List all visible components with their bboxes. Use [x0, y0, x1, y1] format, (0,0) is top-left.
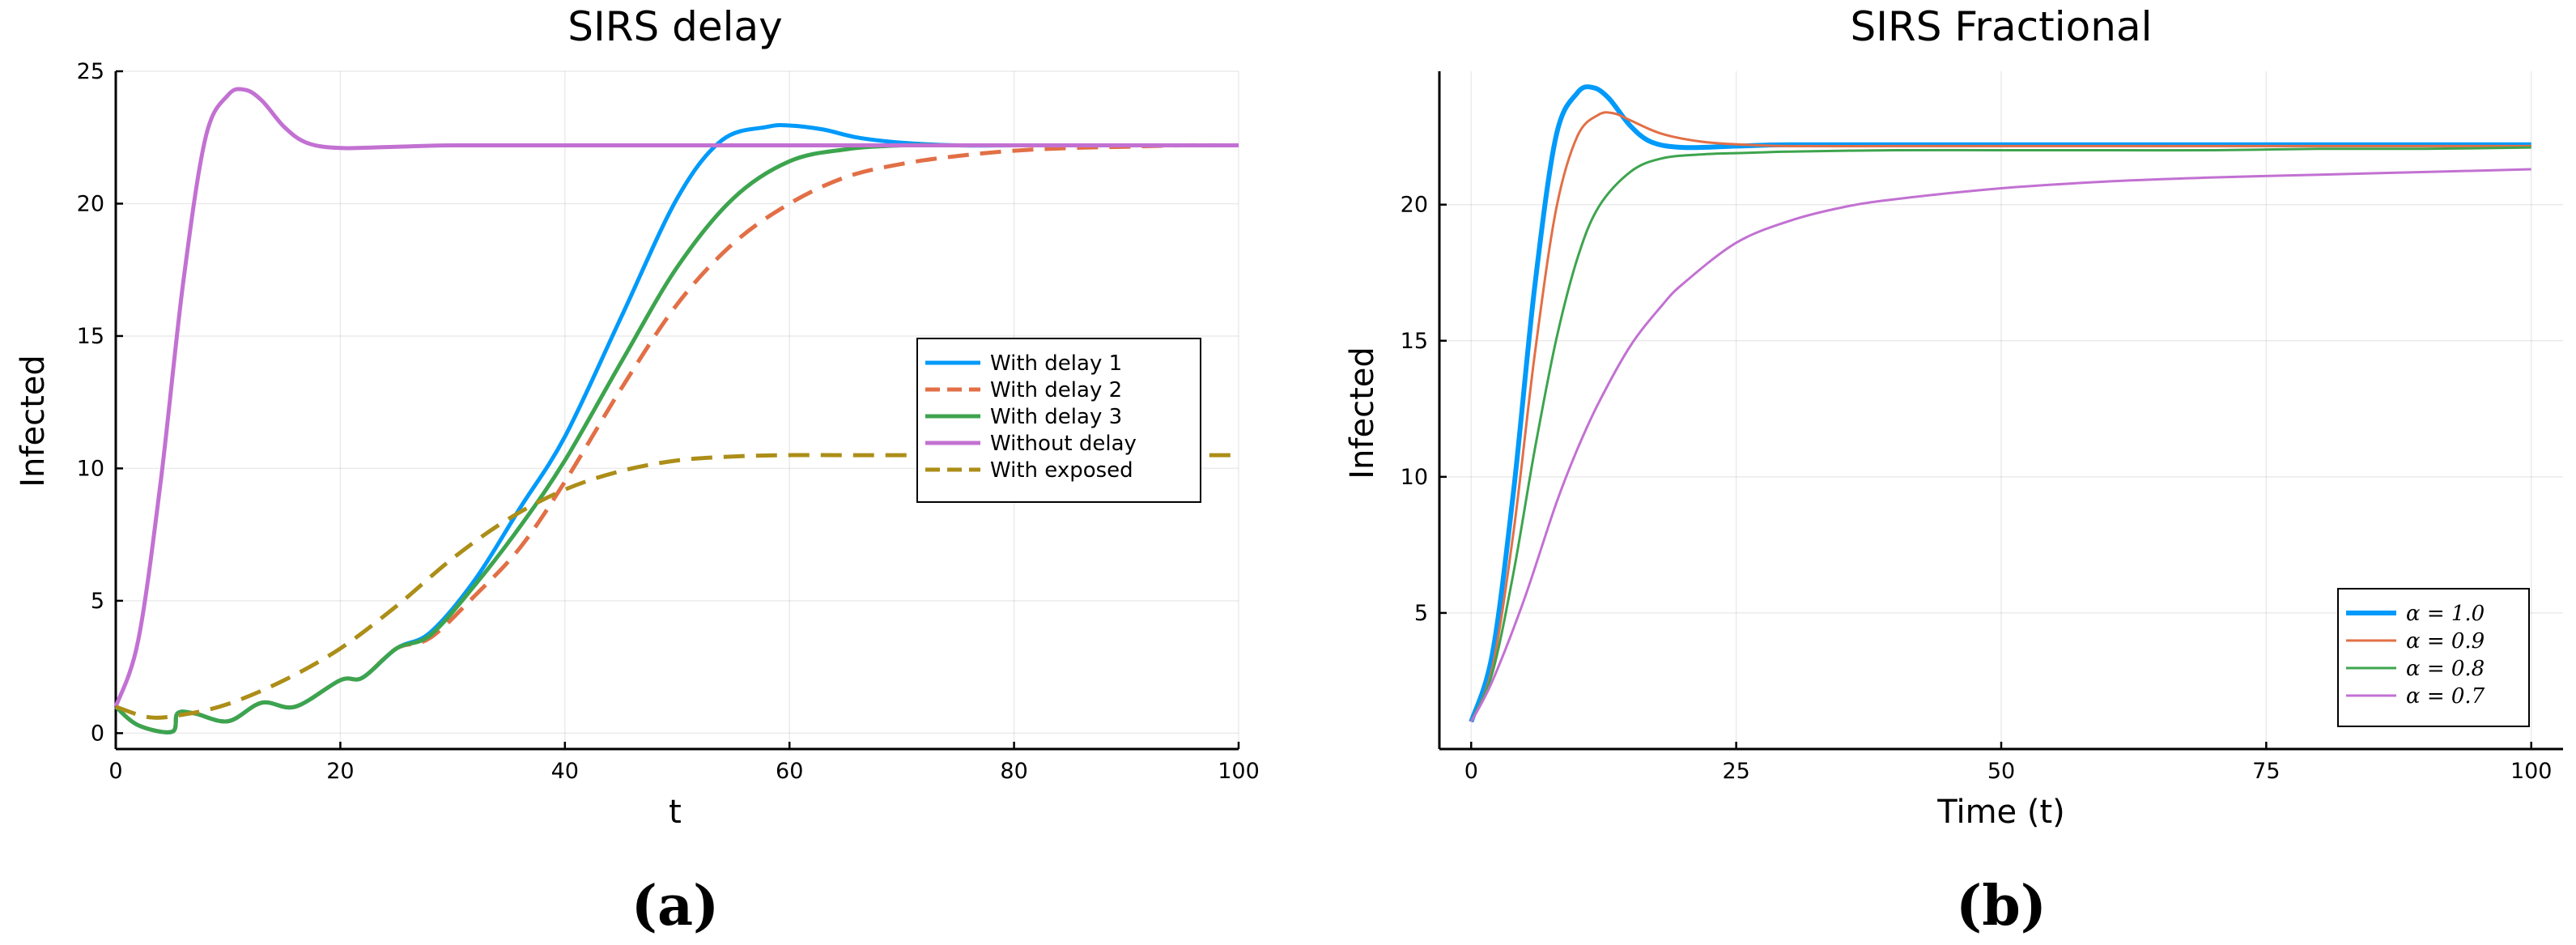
series-line-4	[113, 87, 1239, 708]
x-axis-label: Time (t)	[1936, 794, 2065, 831]
legend-entry: α = 0.8	[2406, 657, 2485, 681]
x-tick-label: 100	[1218, 759, 1260, 784]
legend-entry: α = 0.9	[2406, 629, 2485, 653]
ticks: 0 20 40 60 80 100 0 5 10 15 20 25	[77, 59, 1260, 784]
y-tick-label: 5	[91, 589, 104, 614]
x-tick-label: 50	[1987, 759, 2015, 784]
x-tick-label: 25	[1722, 759, 1749, 784]
subfigure-label-b: (b)	[1956, 874, 2047, 939]
series-line-3	[1469, 146, 2531, 723]
series-line-2	[1469, 111, 2531, 722]
legend-entry: α = 0.7	[2406, 684, 2485, 709]
y-tick-label: 15	[77, 324, 104, 349]
y-tick-label: 25	[77, 59, 104, 84]
panel-sirs-fractional: SIRS Fractional Time (t) Infected 0 25 50 7…	[1344, 3, 2563, 939]
x-tick-label: 75	[2252, 759, 2280, 784]
y-axis-label: Infected	[1344, 347, 1381, 479]
legend-entry: With delay 3	[990, 405, 1122, 429]
y-tick-label: 10	[77, 456, 104, 481]
x-tick-label: 60	[776, 759, 803, 784]
legend-entry: With delay 2	[990, 378, 1122, 402]
y-tick-label: 20	[1401, 193, 1428, 218]
series-lines	[1469, 84, 2531, 723]
y-tick-label: 10	[1401, 465, 1428, 490]
legend-entry: With exposed	[990, 458, 1133, 483]
y-axis-label: Infected	[15, 355, 52, 487]
x-axis-label: t	[669, 794, 682, 831]
x-tick-label: 40	[551, 759, 579, 784]
legend-box	[916, 338, 1201, 503]
x-tick-label: 0	[1464, 759, 1478, 784]
y-tick-label: 15	[1401, 329, 1428, 354]
x-tick-label: 20	[326, 759, 354, 784]
series-line-4	[1469, 168, 2531, 723]
panel-sirs-delay: SIRS delay t Infected 0 20 40 60 80 100 0 5 10 15…	[15, 3, 1260, 939]
y-tick-label: 5	[1414, 601, 1428, 626]
axes	[114, 71, 1239, 751]
ticks: 0 25 50 75 100 5 10 15 20	[1401, 193, 2553, 784]
x-tick-label: 80	[1000, 759, 1027, 784]
series-lines	[113, 87, 1239, 734]
legend-entry: With delay 1	[990, 351, 1122, 376]
subfigure-label-a: (a)	[631, 874, 719, 939]
chart-title: SIRS Fractional	[1851, 3, 2153, 50]
legend-entry: α = 1.0	[2406, 602, 2485, 626]
x-tick-label: 100	[2510, 759, 2553, 784]
y-tick-label: 20	[77, 191, 104, 216]
y-tick-label: 0	[91, 721, 104, 746]
x-tick-label: 0	[108, 759, 122, 784]
series-line-1	[1469, 84, 2531, 723]
legend-entry: Without delay	[990, 432, 1137, 456]
chart-title: SIRS delay	[567, 3, 782, 50]
legend: α = 1.0 α = 0.9 α = 0.8 α = 0.7	[2337, 588, 2530, 727]
